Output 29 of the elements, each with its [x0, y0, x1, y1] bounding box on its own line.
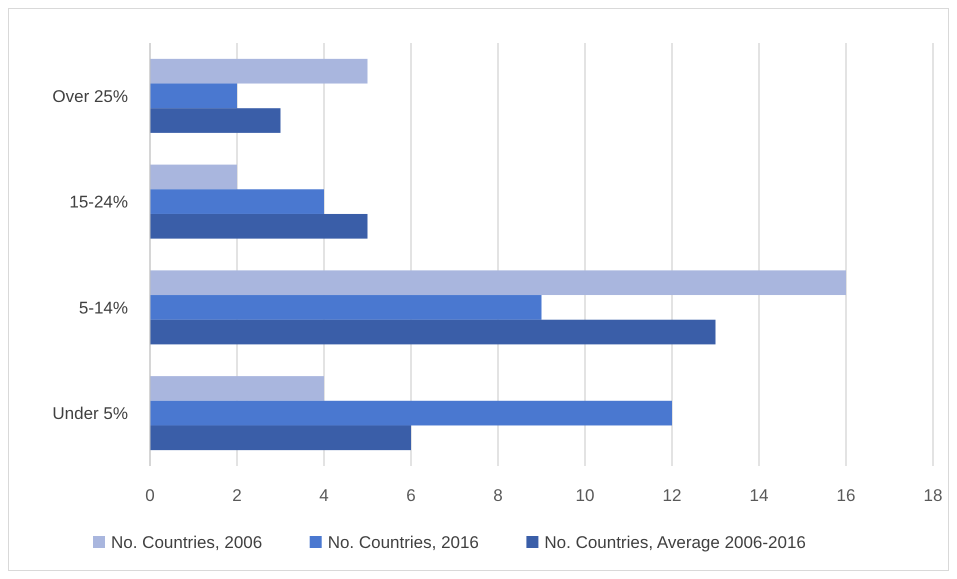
bar — [150, 320, 716, 344]
x-tick-label: 10 — [576, 486, 594, 505]
y-tick-label: 15-24% — [69, 192, 128, 212]
bar — [150, 270, 846, 296]
y-tick-label: Over 25% — [52, 86, 128, 106]
bar — [150, 400, 672, 426]
x-tick-label: 2 — [232, 486, 242, 505]
x-tick-label: 16 — [836, 486, 856, 505]
x-tick-label: 12 — [662, 486, 682, 505]
x-tick-label: 0 — [145, 486, 155, 505]
x-tick-label: 4 — [319, 486, 329, 505]
x-tick-label: 8 — [493, 486, 503, 505]
bar — [150, 376, 324, 401]
bar — [150, 164, 237, 190]
x-tick-label: 6 — [406, 486, 416, 505]
bar — [150, 108, 280, 133]
bar — [150, 295, 542, 320]
bar — [150, 58, 368, 84]
bar — [150, 189, 324, 214]
legend-label: No. Countries, Average 2006-2016 — [544, 533, 806, 552]
bar — [150, 214, 368, 239]
y-tick-label: 5-14% — [78, 298, 128, 318]
y-tick-label: Under 5% — [52, 404, 128, 424]
bar — [150, 84, 237, 108]
x-tick-label: 14 — [750, 486, 768, 505]
bar — [150, 425, 411, 450]
legend-label: No. Countries, 2016 — [328, 533, 479, 552]
x-tick-label: 18 — [924, 486, 942, 505]
legend-label: No. Countries, 2006 — [111, 533, 262, 552]
